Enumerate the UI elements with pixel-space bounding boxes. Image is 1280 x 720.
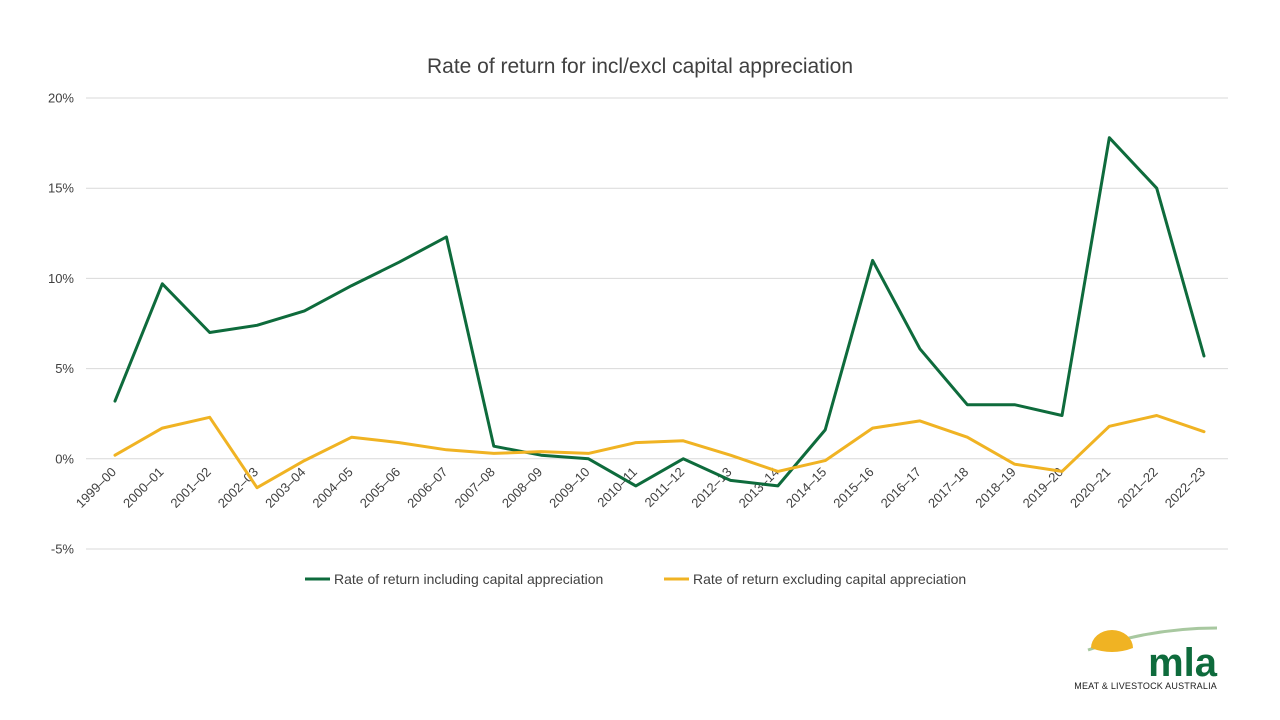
x-tick-label: 2017–18 — [925, 464, 971, 510]
x-tick-label: 2021–22 — [1114, 464, 1160, 510]
x-tick-label: 2009–10 — [546, 464, 592, 510]
series-lines — [113, 136, 1206, 490]
series-line-1 — [113, 414, 1206, 490]
x-tick-label: 2002–03 — [215, 464, 261, 510]
x-tick-label: 2007–08 — [452, 464, 498, 510]
x-tick-label: 2006–07 — [404, 464, 450, 510]
x-tick-label: 2001–02 — [167, 464, 213, 510]
logo-sun-icon — [1091, 630, 1133, 652]
series-line-0 — [113, 136, 1206, 488]
x-tick-label: 2008–09 — [499, 464, 545, 510]
x-tick-label: 2018–19 — [972, 464, 1018, 510]
y-tick-label: 0% — [55, 451, 74, 466]
x-tick-label: 2010–11 — [594, 464, 640, 510]
x-tick-label: 2015–16 — [830, 464, 876, 510]
legend-label-0: Rate of return including capital appreci… — [334, 571, 603, 587]
x-tick-label: 2004–05 — [309, 464, 355, 510]
x-tick-label: 2016–17 — [878, 464, 924, 510]
y-tick-label: 10% — [48, 271, 74, 286]
x-tick-label: 2020–21 — [1067, 464, 1113, 510]
gridlines — [86, 97, 1228, 550]
logo-tagline: MEAT & LIVESTOCK AUSTRALIA — [1074, 681, 1217, 691]
x-tick-label: 2005–06 — [357, 464, 403, 510]
legend: Rate of return including capital appreci… — [305, 571, 966, 587]
logo-wordmark: mla — [1148, 641, 1218, 685]
y-tick-label: -5% — [51, 542, 75, 557]
x-tick-label: 2022–23 — [1162, 464, 1208, 510]
x-tick-label: 2000–01 — [120, 464, 166, 510]
y-tick-label: 5% — [55, 361, 74, 376]
x-tick-label: 1999–00 — [73, 464, 119, 510]
chart-title: Rate of return for incl/excl capital app… — [427, 55, 853, 78]
y-axis-ticks: -5% 0% 5% 10% 15% 20% — [48, 91, 74, 557]
mla-logo: mla MEAT & LIVESTOCK AUSTRALIA — [1074, 626, 1218, 691]
y-tick-label: 15% — [48, 181, 74, 196]
legend-label-1: Rate of return excluding capital appreci… — [693, 571, 966, 587]
y-tick-label: 20% — [48, 91, 74, 106]
x-axis-ticks: 1999–00 2000–01 2001–02 2002–03 2003–04 2004–… — [73, 464, 1208, 510]
